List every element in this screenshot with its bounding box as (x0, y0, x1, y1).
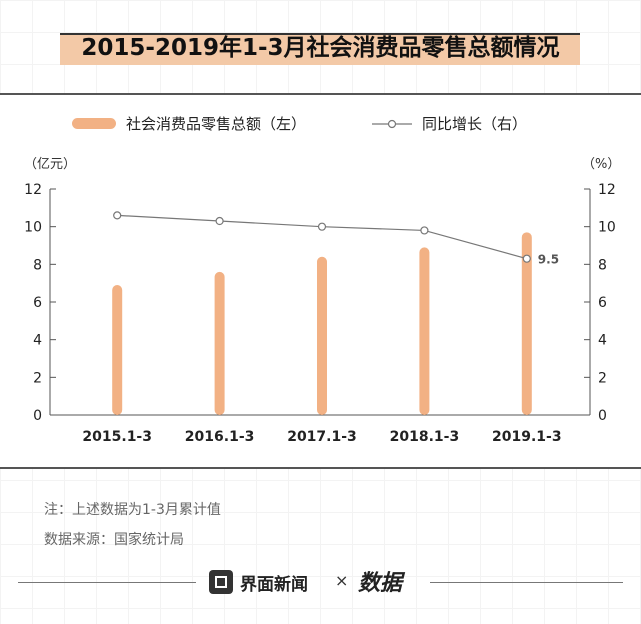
legend-bar-label: 社会消费品零售总额（左） (126, 115, 306, 133)
line-point (420, 226, 429, 235)
right-tick-label: 12 (598, 182, 616, 198)
left-tick-label: 0 (33, 408, 42, 424)
data-labels: 9.5 (538, 253, 559, 267)
line-point (215, 216, 224, 226)
bar (419, 247, 430, 415)
right-tick-label: 2 (598, 370, 607, 386)
right-tick-label: 6 (598, 295, 607, 311)
note-text: 注：上述数据为1-3月累计值 (44, 502, 221, 518)
left-tick-label: 2 (33, 370, 42, 386)
x-tick-label: 2016.1-3 (185, 429, 255, 445)
chart-panel: 社会消费品零售总额（左） 同比增长（右） （亿元） （%） 0 2 4 6 8 10 12 … (0, 93, 641, 469)
legend-line-label: 同比增长（右） (422, 115, 527, 133)
line-point (113, 211, 122, 220)
legend-line-marker (387, 119, 397, 129)
line-point (522, 254, 531, 263)
bar-series (112, 232, 532, 415)
bar (521, 232, 532, 415)
growth-line-series (113, 211, 531, 263)
chart-svg: 社会消费品零售总额（左） 同比增长（右） （亿元） （%） 024681012 … (24, 115, 620, 445)
right-tick-label: 8 (598, 257, 607, 273)
right-axis: 0 2 4 6 8 10 12 (584, 182, 616, 424)
footer-area: 注：上述数据为1-3月累计值 数据来源：国家统计局 (0, 467, 641, 624)
left-axis: 0 2 4 6 8 10 12 (24, 182, 56, 424)
left-tick-label: 4 (33, 333, 42, 349)
bar (214, 271, 225, 415)
bar (112, 285, 123, 415)
chart-title: 2015-2019年1-3月社会消费品零售总额情况 (81, 35, 560, 61)
x-tick-label: 2017.1-3 (287, 429, 357, 445)
data-label: 9.5 (538, 253, 559, 267)
bar (317, 256, 327, 415)
right-tick-label: 10 (598, 220, 616, 236)
brand-separator: × (335, 571, 349, 590)
brand-name: 界面新闻 (240, 575, 308, 595)
right-tick-label: 4 (598, 333, 607, 349)
source-text: 数据来源：国家统计局 (44, 532, 184, 548)
x-tick-label: 2015.1-3 (82, 429, 152, 445)
legend: 社会消费品零售总额（左） 同比增长（右） (72, 115, 527, 133)
brand-divider-right (430, 582, 623, 583)
brand-divider-left (18, 582, 196, 583)
x-tick-label: 2018.1-3 (390, 429, 460, 445)
jiemian-logo-icon (209, 570, 233, 594)
partner-logo: 数据 (358, 570, 403, 596)
x-axis-labels: 2015.1-3 2016.1-3 2017.1-3 2018.1-3 2019.1-3 (82, 429, 561, 445)
left-tick-label: 8 (33, 257, 42, 273)
title-band (60, 33, 580, 65)
line-point (317, 222, 327, 231)
title-bar: 2015-2019年1-3月社会消费品零售总额情况 (0, 28, 641, 68)
right-axis-unit: （%） (582, 157, 620, 172)
right-tick-label: 0 (598, 408, 607, 424)
brand-footer: 界面新闻 × 数据 (0, 565, 641, 599)
growth-line (117, 214, 527, 260)
left-axis-unit: （亿元） (24, 157, 76, 172)
x-tick-label: 2019.1-3 (492, 429, 562, 445)
left-tick-label: 6 (33, 295, 42, 311)
left-tick-label: 12 (24, 182, 42, 198)
left-tick-label: 10 (24, 220, 42, 236)
legend-bar-swatch (72, 118, 116, 129)
